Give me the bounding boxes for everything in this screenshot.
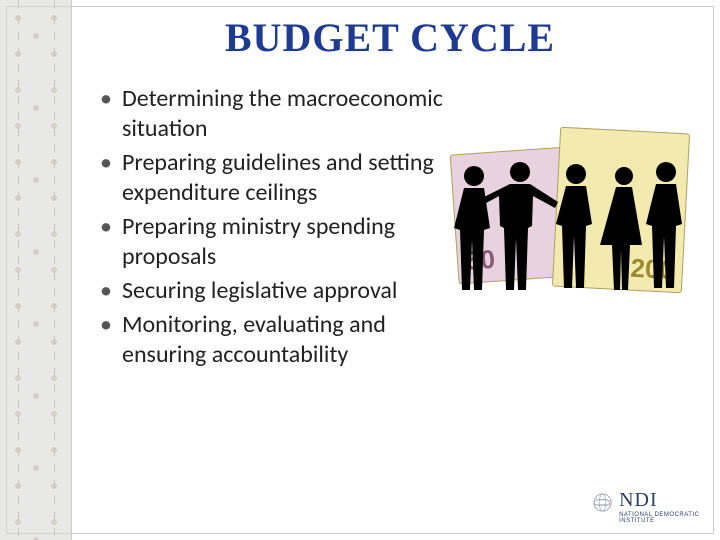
bullet-text: Determining the macroeconomic situation [122, 84, 443, 143]
logo-main-text: NDI [619, 490, 702, 510]
bullet-text: Monitoring, evaluating and ensuring acco… [122, 310, 386, 369]
globe-icon [592, 492, 613, 522]
bullet-text: Preparing guidelines and setting expendi… [122, 148, 434, 207]
bullet-text: Securing legislative approval [122, 276, 397, 305]
slide-title: BUDGET CYCLE [90, 14, 690, 61]
list-item: Monitoring, evaluating and ensuring acco… [100, 310, 460, 370]
ndi-logo: NDI NATIONAL DEMOCRATIC INSTITUTE [592, 488, 702, 526]
people-silhouettes [450, 154, 690, 304]
list-item: Determining the macroeconomic situation [100, 84, 460, 144]
list-item: Preparing guidelines and setting expendi… [100, 148, 460, 208]
logo-text: NDI NATIONAL DEMOCRATIC INSTITUTE [619, 490, 702, 524]
bullet-text: Preparing ministry spending proposals [122, 212, 395, 271]
illustration-people-money: 50 200 [450, 120, 690, 310]
list-item: Preparing ministry spending proposals [100, 212, 460, 272]
logo-sub-text: NATIONAL DEMOCRATIC INSTITUTE [619, 512, 702, 524]
bullet-list: Determining the macroeconomic situation … [100, 84, 460, 374]
list-item: Securing legislative approval [100, 276, 460, 306]
decorative-side-border [0, 0, 72, 540]
